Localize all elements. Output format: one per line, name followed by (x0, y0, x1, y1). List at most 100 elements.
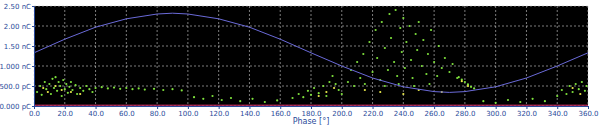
point (376, 57, 378, 59)
point (572, 91, 574, 93)
x-tick: 320.0 (517, 106, 537, 118)
point (565, 93, 567, 95)
x-grid-line (495, 6, 496, 106)
point (310, 94, 312, 96)
x-tick-label: 40.0 (88, 110, 104, 118)
point (325, 95, 327, 97)
x-grid-line (157, 6, 158, 106)
x-grid-line (434, 6, 435, 106)
point (381, 21, 383, 23)
y-tick-mark (32, 6, 34, 7)
point (371, 71, 373, 73)
point (138, 87, 140, 89)
x-tick-label: 140.0 (240, 110, 260, 118)
x-tick-label: 220.0 (363, 110, 383, 118)
point (291, 97, 293, 99)
point (53, 87, 55, 89)
x-tick: 140.0 (240, 106, 260, 118)
point (436, 75, 438, 77)
x-tick: 340.0 (548, 106, 568, 118)
x-tick: 60.0 (119, 106, 135, 118)
point (79, 93, 81, 95)
point (61, 89, 63, 91)
point (544, 100, 546, 102)
point (353, 85, 355, 87)
y-tick-mark (32, 66, 34, 67)
x-tick: 100.0 (178, 106, 198, 118)
x-grid-line (187, 6, 188, 106)
x-tick: 200.0 (332, 106, 352, 118)
point (421, 65, 423, 67)
point (364, 83, 366, 85)
point (422, 39, 424, 41)
point (396, 75, 398, 77)
point (425, 73, 427, 75)
x-grid-line (341, 6, 342, 106)
point (364, 89, 366, 91)
point (68, 86, 70, 88)
point (65, 83, 67, 85)
point (94, 87, 96, 89)
x-tick: 280.0 (455, 106, 475, 118)
point (61, 95, 63, 97)
x-tick: 20.0 (57, 106, 73, 118)
point (375, 29, 377, 31)
y-tick: 0.000 pC (0, 103, 34, 111)
x-tick-label: 120.0 (209, 110, 229, 118)
point (404, 67, 406, 69)
point (325, 91, 327, 93)
point (74, 84, 76, 86)
point (41, 94, 43, 96)
x-tick-mark (96, 106, 97, 109)
point (276, 99, 278, 101)
point (473, 87, 475, 89)
x-grid-line (34, 6, 35, 106)
point (356, 61, 358, 63)
point (44, 81, 46, 83)
point (59, 85, 61, 87)
y-grid-line (34, 66, 588, 67)
x-grid-line (249, 6, 250, 106)
point (131, 88, 133, 90)
point (58, 81, 60, 83)
point (71, 89, 73, 91)
point (39, 85, 41, 87)
y-grid-line (34, 46, 588, 47)
x-grid-line (464, 6, 465, 106)
y-tick-label: 1.000 nC (0, 63, 31, 71)
x-tick-label: 320.0 (517, 110, 537, 118)
point (70, 81, 72, 83)
point (333, 87, 335, 89)
x-tick-label: 360.0 (578, 110, 598, 118)
point (144, 89, 146, 91)
x-tick: 300.0 (486, 106, 506, 118)
x-grid-line (526, 6, 527, 106)
point (575, 83, 577, 85)
point (416, 49, 418, 51)
y-tick: 500.0 pC (0, 83, 34, 91)
point (495, 102, 497, 104)
point (153, 88, 155, 90)
point (438, 45, 440, 47)
point (85, 85, 87, 87)
x-grid-line (64, 6, 65, 106)
point (82, 90, 84, 92)
point (464, 81, 466, 83)
point (230, 97, 232, 99)
point (390, 37, 392, 39)
x-tick-mark (65, 106, 66, 109)
point (181, 89, 183, 91)
x-tick-label: 280.0 (455, 110, 475, 118)
x-tick-mark (342, 106, 343, 109)
x-grid-line (95, 6, 96, 106)
point (62, 79, 64, 81)
x-tick-mark (496, 106, 497, 109)
x-tick-mark (373, 106, 374, 109)
y-tick: 1.000 nC (0, 63, 34, 71)
point (239, 100, 241, 102)
point (162, 89, 164, 91)
point (70, 91, 72, 93)
point (318, 92, 320, 94)
x-tick-mark (311, 106, 312, 109)
x-tick-mark (126, 106, 127, 109)
